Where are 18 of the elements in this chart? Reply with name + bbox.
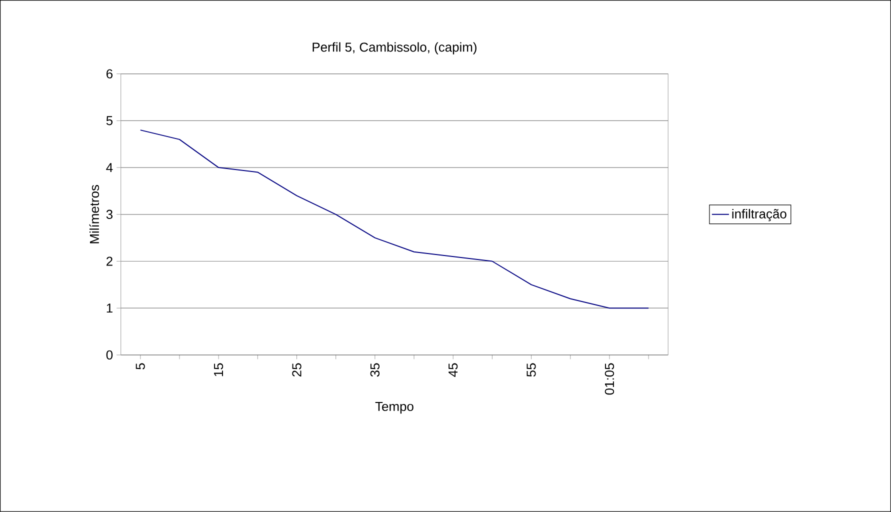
x-tick-label: 45	[448, 363, 458, 377]
x-tick-label: 5	[136, 363, 145, 370]
x-tick-label: 15	[214, 363, 224, 376]
y-tick-label: 2	[106, 256, 112, 266]
y-tick-label: 5	[106, 116, 113, 126]
y-tick-label: 4	[106, 163, 113, 172]
x-tick-label: 01:05	[604, 363, 614, 395]
x-tick-label: 25	[292, 363, 302, 377]
y-tick-label: 6	[106, 69, 113, 78]
chart-title: Perfil 5, Cambissolo, (capim)	[312, 42, 476, 54]
x-tick-label: 35	[370, 363, 380, 377]
x-tick-label: 55	[526, 363, 536, 377]
y-tick-label: 3	[106, 210, 113, 220]
legend-label: infiltração	[732, 209, 786, 222]
y-tick-label: 0	[106, 350, 113, 360]
x-axis-title: Tempo	[375, 402, 414, 414]
y-axis-title: Milímetros	[89, 185, 100, 244]
y-tick-label: 1	[106, 304, 112, 313]
